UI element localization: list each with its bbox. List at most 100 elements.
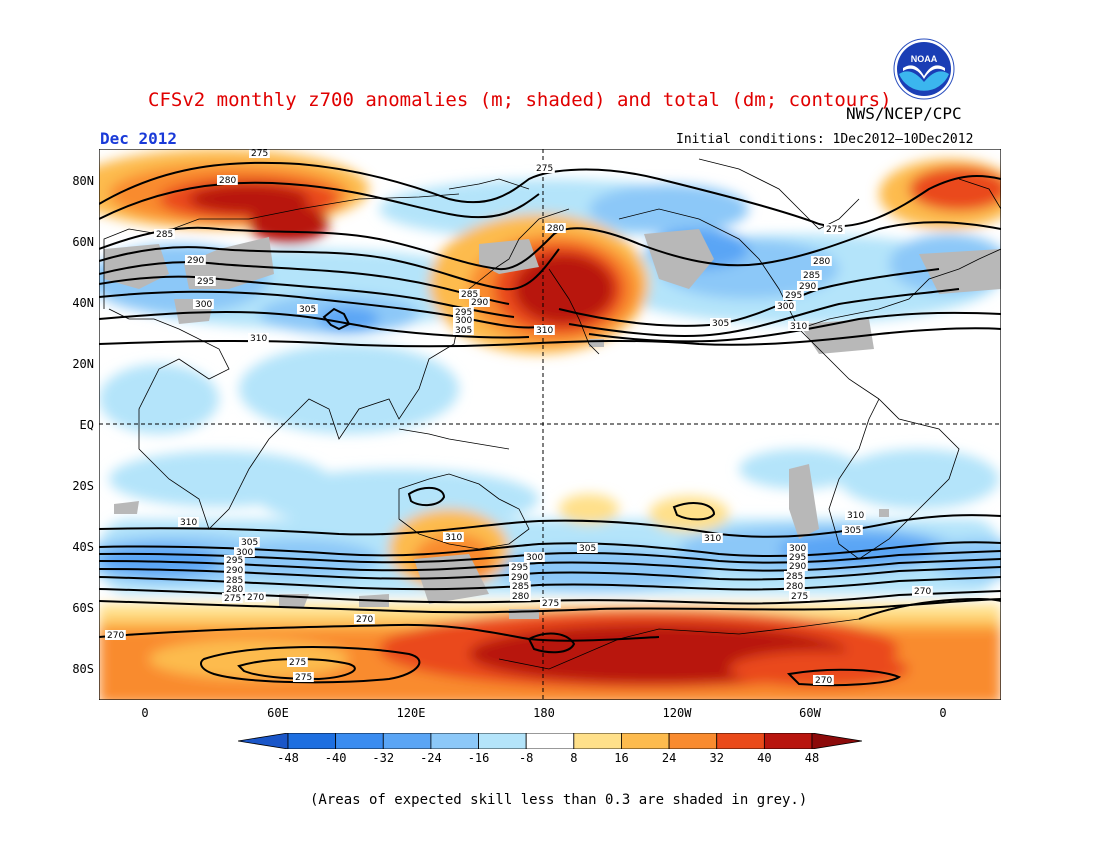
contour-label: 280 [813,257,830,267]
color-bar-tick-label: 40 [757,751,772,765]
lat-label-40n: 40N [72,296,94,310]
contour-label: 270 [247,593,264,603]
contour-label-bg [287,657,308,667]
contour-label: 275 [536,164,553,174]
contour-label-bg [249,149,270,158]
contour-label: 310 [445,533,462,543]
contour-label: 285 [512,582,529,592]
color-bar-cell-1 [335,733,384,749]
contour-label-bg [710,318,731,328]
contour-label: 290 [471,298,488,308]
contour-label-bg [540,598,561,608]
contour-label-bg [195,276,216,286]
contour-label: 270 [356,615,373,625]
lat-label-80n: 80N [72,174,94,188]
contour-label: 270 [815,676,832,686]
contour-label: 300 [789,544,806,554]
lat-label-20n: 20N [72,357,94,371]
contour-label-bg [787,552,808,562]
forecast-month: Dec 2012 [100,129,178,148]
contour-label-bg [217,175,238,185]
contour-label: 295 [197,277,214,287]
color-bar-tick-label: -32 [372,751,395,765]
contour-label: 305 [455,326,472,336]
contour-label: 285 [786,572,803,582]
contour-label: 275 [251,149,268,159]
contour-label-bg [234,547,255,557]
contour-label-bg [354,614,375,624]
lon-label-60w: 60W [799,706,821,720]
color-bar-tick-label: 48 [804,751,820,765]
contour-label-bg [443,532,464,542]
lon-label-180: 180 [533,706,555,720]
contour-label-bg [469,297,490,307]
color-bar [238,733,862,749]
contour-label-bg [577,543,598,553]
contour-label-bg [178,517,199,527]
contour-label-bg [783,290,804,300]
contour-label: 270 [914,587,931,597]
contour-label-bg [510,581,531,591]
contour-label: 300 [455,316,472,326]
contour-label-bg [788,321,809,331]
contour-label-bg [845,510,866,520]
contour-label-bg [842,525,863,535]
contour-label: 310 [704,534,721,544]
contour-label-bg [509,562,530,572]
contour-label-bg [784,581,805,591]
contour-label: 275 [289,658,306,668]
contour-label: 300 [526,553,543,563]
contour-label-bg [224,584,245,594]
contour-label-bg [811,256,832,266]
contour-label-bg [453,307,474,317]
contour-label-bg [702,533,723,543]
contour-label-bg [912,586,933,596]
color-bar-tick-label: 16 [614,751,629,765]
contour-label-bg [775,301,796,311]
lat-label-60s: 60S [72,601,94,615]
contour-label: 290 [511,573,528,583]
skill-note: (Areas of expected skill less than 0.3 a… [310,792,808,808]
contour-label: 305 [241,538,258,548]
contour-label: 305 [712,319,729,329]
contour-label: 290 [226,566,243,576]
contour-label: 275 [224,594,241,604]
noaa-logo-icon: NOAA [893,38,955,100]
color-bar-tick-label: -8 [518,751,534,765]
contour-label-bg [185,255,206,265]
contour-label: 270 [107,631,124,641]
contour-label: 310 [847,511,864,521]
contour-label-bg [453,315,474,325]
chart-title: CFSv2 monthly z700 anomalies (m; shaded)… [148,89,892,111]
contour-label: 280 [512,592,529,602]
lon-label-0-right: 0 [939,706,947,720]
color-bar-cell-6 [573,733,622,749]
contour-label: 300 [236,548,253,558]
color-bar-cell-7 [621,733,670,749]
lon-label-120w: 120W [662,706,692,720]
contour-label-bg [154,229,175,239]
contour-label-bg [787,543,808,553]
color-bar-tick-label: 24 [661,751,677,765]
color-bar-cell-10 [763,733,813,749]
lat-label-60n: 60N [72,235,94,249]
color-bar-cell-8 [668,733,718,749]
contour-label: 290 [187,256,204,266]
contour-label-bg [534,163,555,173]
color-bar-cell-5 [525,733,575,749]
lat-label-40s: 40S [72,540,94,554]
contour-label: 295 [785,291,802,301]
color-bar-cell-2 [382,733,432,749]
reference-lines [99,149,1001,700]
contour-label: 275 [791,592,808,602]
contour-label: 280 [786,582,803,592]
color-bar-cell-9 [716,733,765,749]
contour-label: 310 [180,518,197,528]
color-bar-high-arrow [811,733,862,749]
contour-label-bg [524,552,545,562]
color-bar-tick-label: 32 [709,751,724,765]
color-bar-tick-label: -16 [467,751,490,765]
contour-label-bg [248,333,269,343]
